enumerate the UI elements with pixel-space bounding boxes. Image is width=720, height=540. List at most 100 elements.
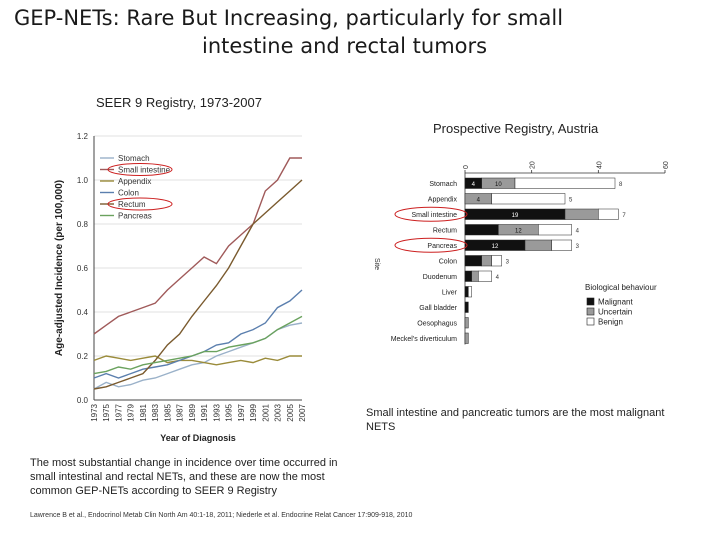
bar-segment-uncertain (471, 270, 479, 282)
x-tick-label: 1975 (102, 403, 111, 421)
x-tick-label: 2003 (274, 403, 283, 421)
bar-segment-uncertain (524, 239, 552, 251)
seer-registry-label: SEER 9 Registry, 1973-2007 (96, 95, 262, 110)
highlight-ellipse (394, 237, 468, 253)
x-tick-label: 1993 (212, 403, 221, 421)
category-label: Oesophagus (417, 320, 457, 327)
highlight-ellipse (107, 197, 173, 211)
legend-label: Small intestine (118, 166, 171, 175)
highlight-ellipse (107, 163, 173, 176)
legend-label: Stomach (118, 154, 150, 163)
bar-segment-uncertain (564, 208, 599, 220)
bar-data-label: 12 (515, 228, 522, 234)
legend-swatch (586, 307, 595, 316)
x-tick-label: 0 (463, 165, 470, 169)
bar-data-label: 12 (492, 244, 499, 250)
y-tick-label: 0.6 (77, 264, 89, 273)
bar-segment-malignant (464, 224, 499, 236)
x-tick-label: 1983 (151, 403, 160, 421)
y-tick-label: 0.0 (77, 396, 89, 405)
category-label: Colon (439, 258, 457, 265)
x-tick-label: 1985 (163, 403, 172, 421)
series-line-rectum (93, 179, 303, 390)
x-tick-label: 1989 (188, 403, 197, 421)
legend-label: Rectum (118, 200, 146, 209)
x-tick-label: 1981 (139, 403, 148, 421)
legend-swatch (586, 317, 595, 326)
bar-total-label: 8 (619, 182, 623, 188)
austria-registry-label: Prospective Registry, Austria (433, 121, 599, 136)
y-tick-label: 0.8 (77, 220, 89, 229)
bar-segment-benign (538, 224, 572, 236)
slide-title-line1: GEP-NETs: Rare But Increasing, particula… (14, 6, 564, 30)
x-tick-label: 40 (596, 161, 603, 169)
x-tick-label: 1995 (225, 403, 234, 421)
category-label: Pancreas (427, 243, 457, 250)
legend-label: Malignant (598, 298, 633, 307)
legend-swatch (586, 297, 595, 306)
bar-segment-benign (514, 177, 616, 189)
category-label: Liver (442, 289, 458, 296)
legend-title: Biological behaviour (585, 283, 657, 292)
bar-segment-benign (468, 286, 472, 298)
series-line-small-intestine (93, 157, 302, 335)
bar-segment-benign (491, 255, 502, 267)
malignancy-note: Small intestine and pancreatic tumors ar… (366, 407, 665, 433)
bar-segment-benign (551, 239, 572, 251)
x-tick-label: 1997 (237, 403, 246, 421)
bar-segment-malignant (464, 255, 482, 267)
austria-bar-chart: 0 20 40 60 Site Stomach 4 10 8 Appendix 4 5 Small in… (373, 161, 670, 345)
bar-segment-uncertain (464, 317, 469, 329)
y-tick-label: 0.4 (77, 308, 89, 317)
bar-segment-malignant (464, 286, 469, 298)
slide-title-line2: intestine and rectal tumors (202, 34, 488, 58)
category-label: Appendix (428, 196, 458, 203)
bar-total-label: 4 (576, 228, 580, 234)
bar-total-label: 4 (496, 275, 500, 281)
y-tick-label: 0.2 (77, 352, 89, 361)
bar-total-label: 3 (576, 244, 580, 250)
category-label: Duodenum (423, 274, 457, 281)
bar-segment-benign (478, 270, 492, 282)
bar-segment-malignant (464, 301, 469, 313)
bar-data-label: 19 (512, 213, 519, 219)
x-tick-label: 1987 (176, 403, 185, 421)
x-tick-label: 2007 (298, 403, 307, 421)
x-tick-label: 1973 (90, 403, 99, 421)
bar-data-label: 4 (472, 182, 476, 188)
bar-total-label: 3 (506, 259, 510, 265)
y-tick-label: 1.0 (77, 176, 89, 185)
legend-label: Colon (118, 189, 139, 198)
slide-title: GEP-NETs: Rare But Increasing, particula… (14, 4, 614, 60)
x-tick-label: 1999 (249, 403, 258, 421)
category-label: Stomach (429, 181, 457, 188)
series-line-appendix (93, 355, 302, 366)
bar-segment-benign (598, 208, 619, 220)
bar-segment-malignant (464, 270, 472, 282)
legend-label: Pancreas (118, 212, 152, 221)
y-tick-label: 1.2 (77, 132, 89, 141)
x-tick-label: 1979 (127, 403, 136, 421)
x-tick-label: 2001 (261, 403, 270, 421)
bar-segment-uncertain (464, 332, 469, 344)
category-label: Small intestine (411, 212, 457, 219)
reference-citation: Lawrence B et al., Endocrinol Metab Clin… (30, 512, 413, 519)
bar-segment-benign (491, 193, 566, 205)
x-tick-label: 60 (663, 161, 670, 169)
bar-segment-uncertain (481, 255, 492, 267)
bar-total-label: 5 (569, 197, 573, 203)
bar-data-label: 10 (495, 182, 502, 188)
category-label: Meckel's diverticulum (391, 336, 457, 343)
highlight-ellipse (394, 206, 468, 222)
category-label: Rectum (433, 227, 457, 234)
legend-label: Appendix (118, 177, 151, 186)
x-tick-label: 1977 (114, 403, 123, 421)
bar-total-label: 7 (622, 213, 626, 219)
incidence-note: The most substantial change in incidence… (30, 457, 338, 497)
x-tick-label: 2005 (286, 403, 295, 421)
x-tick-label: 1991 (200, 403, 209, 421)
series-line-pancreas (93, 315, 303, 375)
category-label: Gall bladder (419, 305, 457, 312)
legend-label: Uncertain (598, 308, 632, 317)
